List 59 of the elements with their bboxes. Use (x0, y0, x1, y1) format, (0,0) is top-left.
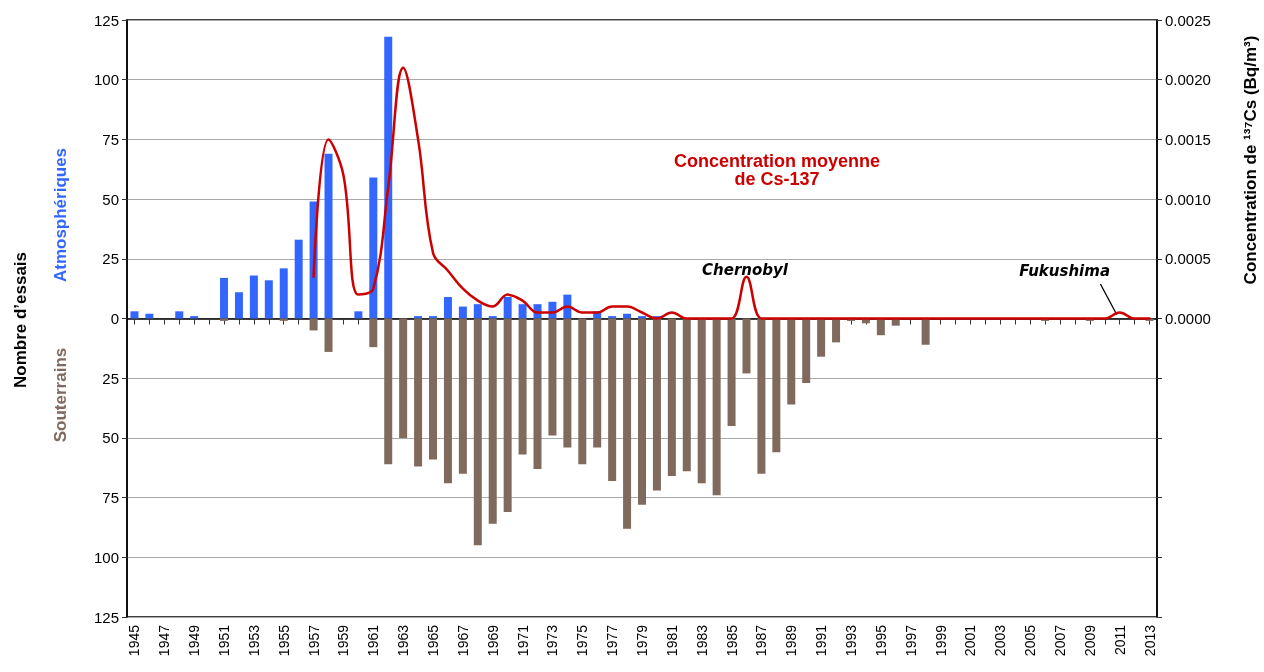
x-tick-label: 1999 (932, 624, 949, 657)
text: Atmosphériques (50, 147, 70, 283)
y-axis-title: Nombre d’essais (10, 251, 30, 389)
x-tick-label: 1995 (872, 624, 889, 657)
x-tick-label: 2001 (962, 624, 979, 657)
x-tick-label: 1977 (604, 624, 621, 657)
x-tick-label: 1975 (574, 624, 591, 657)
x-tick-label: 1981 (663, 624, 680, 657)
x-tick-label: 1971 (514, 624, 531, 657)
y-tick-label: 0 (110, 310, 119, 327)
x-tick-label: 1997 (902, 624, 919, 657)
x-tick-label: 2009 (1081, 624, 1098, 657)
y2-tick-label: 0.0020 (1165, 71, 1211, 89)
x-tick-label: 1955 (275, 624, 292, 657)
x-tick-label: 1989 (783, 624, 800, 657)
x-tick-label: 1961 (365, 624, 382, 657)
y-tick-label: 125 (93, 608, 119, 626)
y2-tick-label: 0.0000 (1165, 310, 1211, 327)
x-tick-label: 1949 (186, 624, 203, 657)
x-tick-label: 1947 (156, 624, 173, 657)
text: Souterrains (50, 347, 70, 443)
y-tick-label: 25 (102, 369, 119, 387)
y-tick-label: 25 (102, 250, 119, 268)
x-tick-label: 1945 (126, 624, 143, 657)
x-tick-label: 1965 (425, 624, 442, 657)
y-tick-label: 75 (102, 130, 119, 148)
y-tick-label: 100 (93, 548, 119, 566)
x-tick-label: 2005 (1022, 624, 1039, 657)
x-tick-label: 1963 (395, 624, 412, 657)
text: Concentration moyenne de Cs-137 (673, 151, 881, 189)
y-tick-label: 75 (102, 489, 119, 507)
x-tick-label: 1957 (305, 624, 322, 657)
x-tick-label: 1979 (634, 624, 650, 657)
y-tick-label: 50 (102, 190, 119, 208)
x-tick-label: 1985 (723, 624, 740, 657)
x-tick-label: 1953 (245, 624, 262, 657)
y2-tick-label: 0.0005 (1165, 250, 1211, 268)
x-tick-label: 1969 (484, 624, 501, 657)
y2-tick-label: 0.0010 (1165, 190, 1211, 208)
x-tick-label: 2011 (1111, 624, 1128, 656)
x-tick-label: 1991 (813, 624, 830, 657)
x-tick-label: 1987 (753, 624, 770, 657)
annotation: Chernobyl (702, 261, 789, 279)
y-tick-label: 125 (93, 11, 119, 29)
x-tick-label: 1951 (216, 624, 233, 657)
x-tick-label: 2007 (1051, 624, 1068, 657)
x-tick-label: 1993 (842, 624, 859, 657)
x-tick-label: 1983 (693, 624, 710, 657)
x-tick-label: 2003 (992, 624, 1009, 657)
y2-tick-label: 0.0025 (1165, 11, 1211, 29)
x-tick-label: 1967 (454, 624, 471, 657)
y-tick-label: 100 (93, 71, 119, 89)
y2-axis-title: Concentration de ¹³⁷Cs (Bq/m³) (1240, 35, 1260, 285)
y-tick-label: 50 (102, 429, 119, 447)
x-tick-label: 2013 (1141, 624, 1158, 657)
x-tick-label: 1973 (544, 624, 561, 657)
annotation: Fukushima (1019, 261, 1111, 280)
y2-tick-label: 0.0015 (1165, 130, 1211, 148)
x-tick-label: 1959 (335, 624, 352, 657)
